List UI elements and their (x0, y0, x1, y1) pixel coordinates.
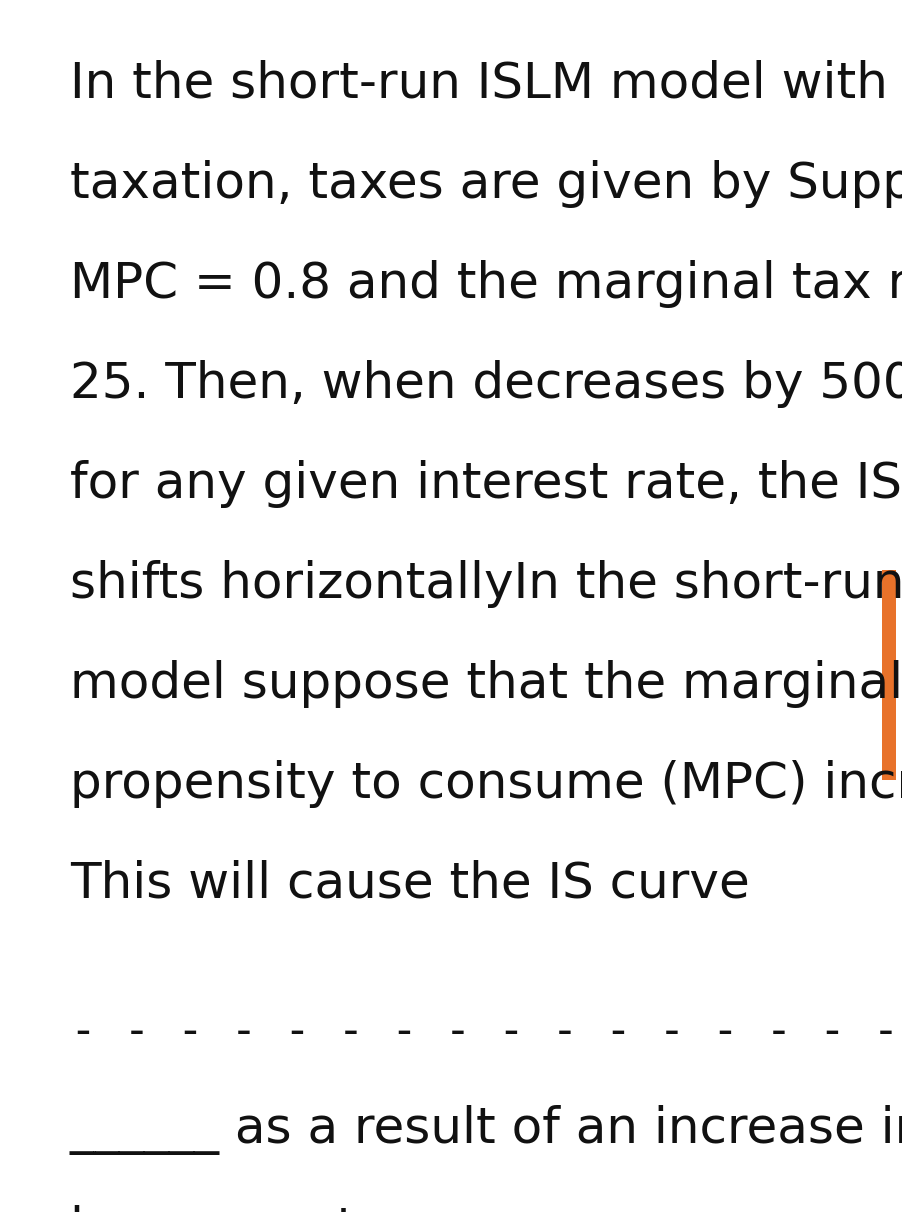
Text: ______ as a result of an increase in: ______ as a result of an increase in (70, 1105, 902, 1155)
Text: propensity to consume (MPC) increases.: propensity to consume (MPC) increases. (70, 760, 902, 808)
Text: In the short-run ISLM model with income: In the short-run ISLM model with income (70, 61, 902, 108)
Text: shifts horizontallyIn the short-run IS-LM: shifts horizontallyIn the short-run IS-L… (70, 560, 902, 608)
Text: lump-sum taxes .: lump-sum taxes . (70, 1205, 503, 1212)
Text: taxation, taxes are given by Suppose that: taxation, taxes are given by Suppose tha… (70, 160, 902, 208)
Text: MPC = 0.8 and the marginal tax rate t =0.: MPC = 0.8 and the marginal tax rate t =0… (70, 261, 902, 308)
Text: model suppose that the marginal: model suppose that the marginal (70, 661, 902, 708)
Text: - - - - - - - - - - - - - - - - - - - - - - - - - - - - - - - - - - -: - - - - - - - - - - - - - - - - - - - - … (70, 1010, 902, 1053)
Text: for any given interest rate, the IS curve: for any given interest rate, the IS curv… (70, 461, 902, 508)
Bar (881, 570, 895, 781)
Text: 25. Then, when decreases by 500, then: 25. Then, when decreases by 500, then (70, 360, 902, 408)
Text: This will cause the IS curve: This will cause the IS curve (70, 861, 749, 908)
